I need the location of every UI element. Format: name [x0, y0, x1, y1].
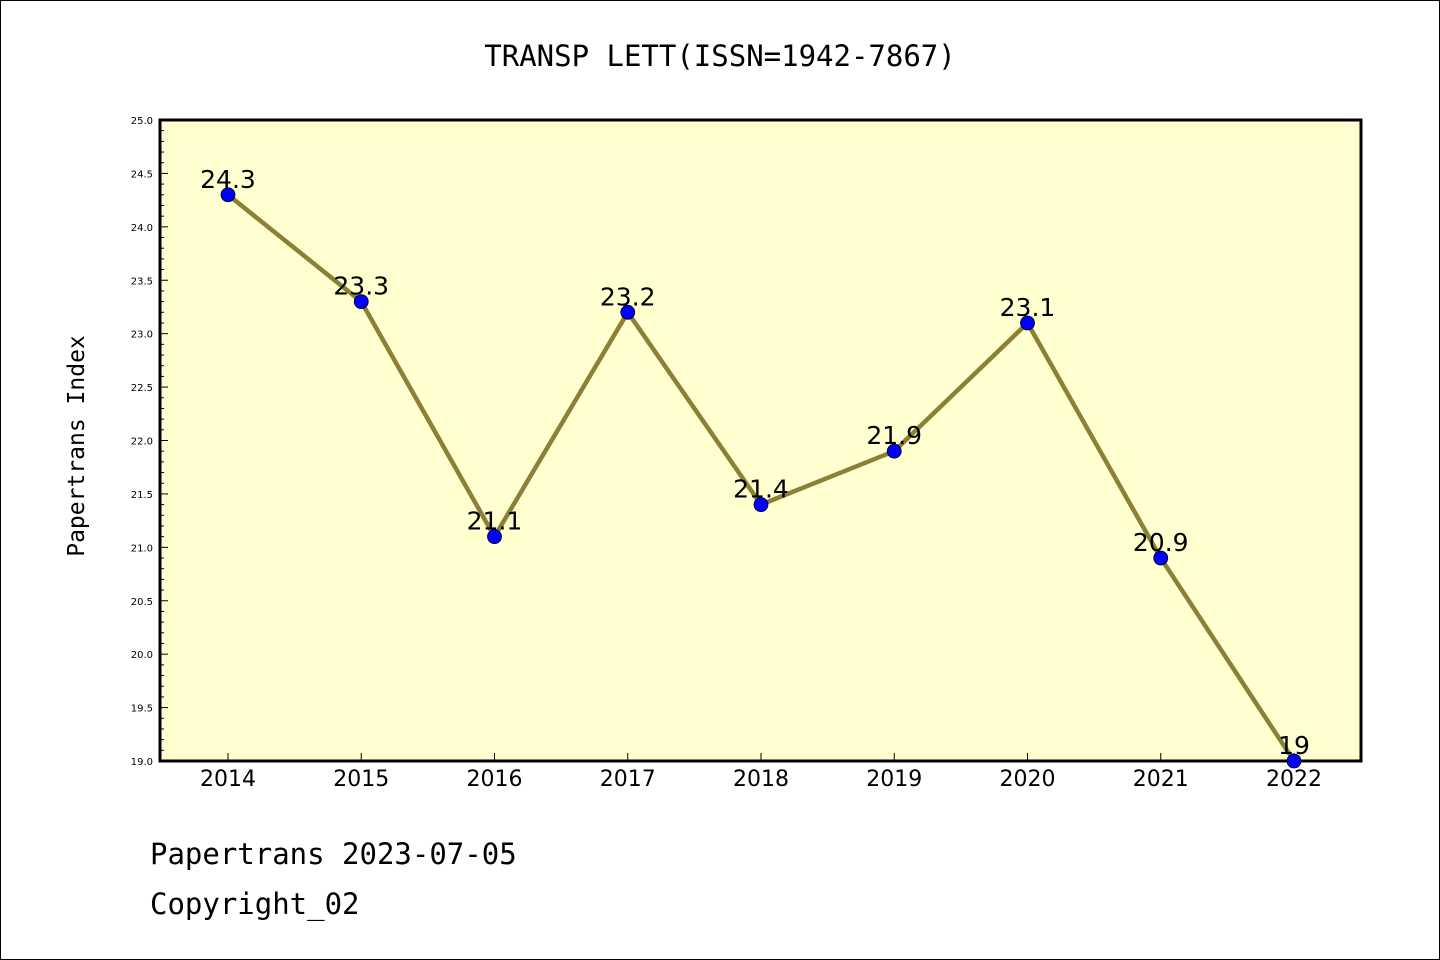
data-point-marker: [487, 529, 502, 545]
y-tick-label: 24.5: [131, 169, 153, 180]
y-tick-label: 22.0: [131, 437, 153, 448]
data-label: 24.3: [200, 165, 256, 194]
data-point-marker: [220, 187, 236, 203]
y-tick-label: 22.5: [131, 383, 153, 394]
y-tick-label: 20.5: [131, 597, 153, 608]
y-axis-ticks: 19.0 19.5 20.0 20.5 21.0 21.5 22.0 22.5 23.0 23.5…: [131, 116, 168, 768]
chart-title: TRANSP LETT(ISSN=1942-7867): [484, 39, 955, 73]
data-label: 20.9: [1133, 528, 1189, 557]
data-label: 23.1: [1000, 293, 1056, 322]
y-axis-label: Papertrans Index: [64, 335, 90, 557]
x-tick-label: 2022: [1266, 767, 1322, 792]
data-point-marker: [1153, 550, 1169, 566]
y-tick-label: 21.0: [131, 543, 153, 554]
y-tick-label: 23.5: [131, 276, 153, 287]
x-tick-label: 2014: [200, 767, 256, 792]
data-point-marker: [353, 294, 369, 310]
data-label: 21.4: [733, 475, 789, 504]
x-tick-label: 2021: [1133, 767, 1189, 792]
x-tick-label: 2015: [333, 767, 389, 792]
x-tick-label: 2017: [600, 767, 656, 792]
x-tick-label: 2016: [467, 767, 523, 792]
data-label: 21.9: [866, 421, 922, 450]
data-point-marker: [1286, 753, 1302, 769]
y-tick-label: 20.0: [131, 650, 153, 661]
x-axis-ticks: 2014 2015 2016 2017 2018 2019 2020 2021 2022: [200, 753, 1322, 792]
data-label: 21.1: [467, 507, 523, 536]
x-tick-label: 2018: [733, 767, 789, 792]
data-point-marker: [753, 497, 769, 513]
data-labels: 24.3 23.3 21.1 23.2 21.4 21.9 23.1 20.9 19: [200, 165, 1310, 760]
x-tick-label: 2020: [1000, 767, 1056, 792]
data-point-marker: [1020, 315, 1035, 331]
data-label: 19: [1278, 731, 1310, 760]
data-markers: [220, 187, 1302, 769]
y-tick-label: 25.0: [131, 116, 153, 127]
plot-area: [158, 118, 1363, 763]
data-point-marker: [620, 304, 636, 320]
y-tick-label: 19.5: [131, 704, 153, 715]
y-tick-label: 24.0: [131, 223, 153, 234]
x-tick-label: 2019: [866, 767, 922, 792]
footer-date: Papertrans 2023-07-05: [150, 837, 517, 871]
data-point-marker: [886, 443, 902, 459]
data-label: 23.2: [600, 282, 656, 311]
y-tick-label: 19.0: [131, 757, 153, 768]
data-label: 23.3: [333, 272, 389, 301]
footer-copyright: Copyright_02: [150, 887, 360, 922]
y-tick-label: 23.0: [131, 330, 153, 341]
y-tick-label: 21.5: [131, 490, 153, 501]
